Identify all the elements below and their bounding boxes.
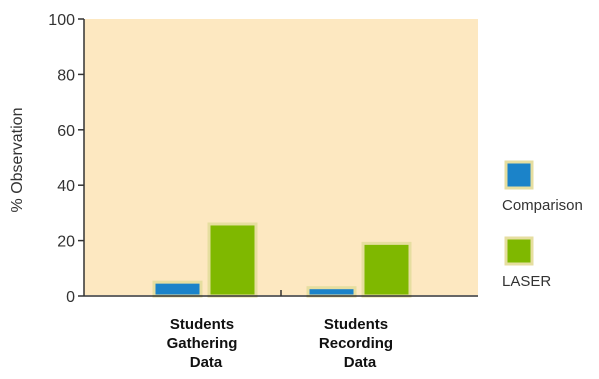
bar-laser-0 <box>207 222 258 298</box>
legend-label-laser: LASER <box>502 273 551 290</box>
y-tick-label: 100 <box>48 12 75 29</box>
y-axis-label: % Observation <box>9 108 26 213</box>
bars <box>152 222 412 298</box>
axes <box>83 19 478 297</box>
y-tick-label: 40 <box>57 178 75 195</box>
y-ticks: 0 20 40 60 80 100 <box>48 12 84 306</box>
y-tick-label: 80 <box>57 67 75 84</box>
y-tick-label: 20 <box>57 234 75 251</box>
bar-comparison-0 <box>152 280 203 298</box>
legend-swatch-laser <box>504 236 534 266</box>
category-label-0: Students Gathering Data <box>167 316 238 371</box>
y-tick-label: 0 <box>66 289 75 306</box>
category-label-1: Students Recording Data <box>319 316 393 371</box>
bar-laser-1 <box>361 241 412 298</box>
bar-comparison-1 <box>306 286 357 298</box>
y-tick-label: 60 <box>57 123 75 140</box>
legend-swatch-comparison <box>504 160 534 190</box>
legend: Comparison LASER <box>502 160 583 290</box>
plot-background <box>84 19 478 295</box>
category-labels: Students Gathering Data Students Recording Da… <box>167 316 394 371</box>
legend-label-comparison: Comparison <box>502 197 583 214</box>
